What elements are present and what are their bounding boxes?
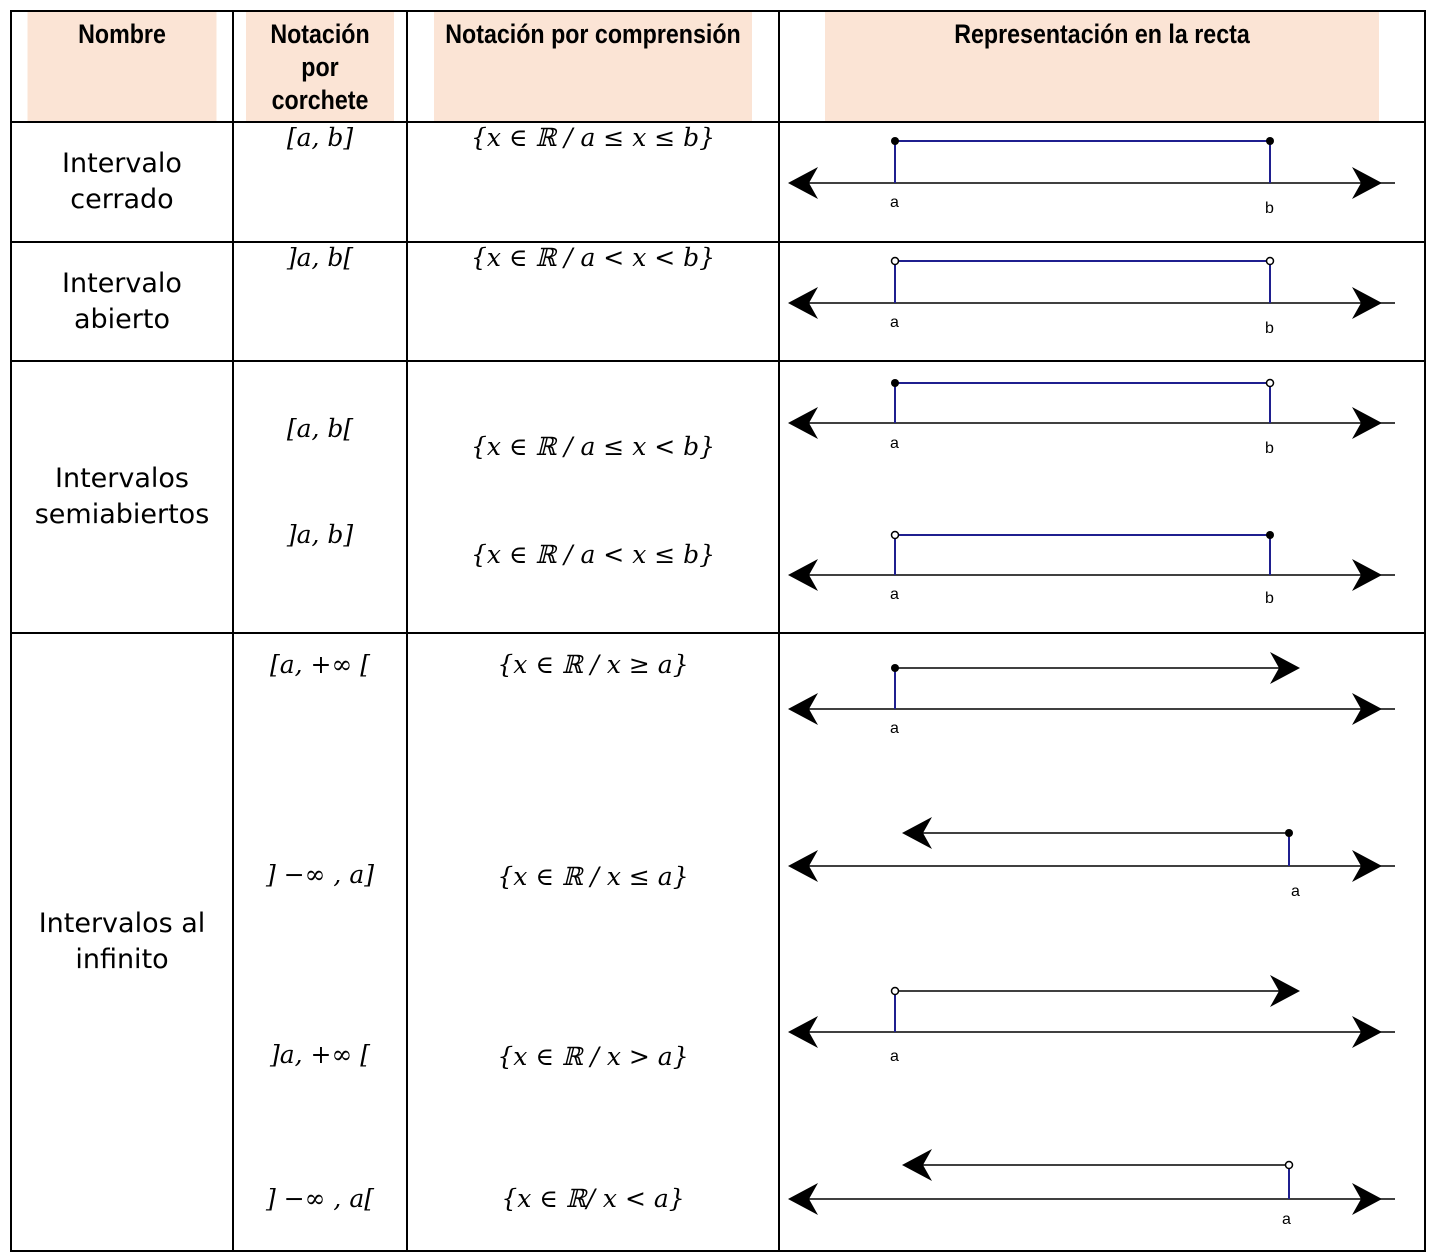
label-b: b bbox=[1265, 200, 1274, 217]
open-endpoint-b bbox=[1265, 256, 1275, 266]
set-half-open-1: {x ∈ ℝ / a ≤ x < b} bbox=[470, 432, 716, 461]
header-name: Nombre bbox=[25, 10, 219, 123]
axis bbox=[788, 1183, 1395, 1215]
set-infinite-4: {x ∈ ℝ/ x < a} bbox=[501, 1184, 685, 1213]
bracket-infinite-1: [a, +∞ [ bbox=[269, 650, 371, 679]
name-closed: Intervalo cerrado bbox=[10, 121, 234, 243]
header-line-representation: Representación en la recta bbox=[823, 10, 1381, 123]
label-a: a bbox=[890, 194, 899, 211]
bracket-infinite-4: ] −∞ , a[ bbox=[266, 1184, 374, 1213]
axis bbox=[788, 167, 1395, 199]
set-infinite-3: {x ∈ ℝ / x > a} bbox=[497, 1042, 689, 1071]
line-cell-open: a b bbox=[778, 241, 1426, 362]
label-b: b bbox=[1265, 320, 1274, 337]
axis bbox=[788, 559, 1395, 591]
axis bbox=[788, 287, 1395, 319]
bracket-closed: [a, b] bbox=[232, 121, 408, 243]
bracket-infinite-3: ]a, +∞ [ bbox=[269, 1040, 371, 1069]
set-half-open-2: {x ∈ ℝ / a < x ≤ b} bbox=[470, 540, 716, 569]
open-endpoint-a bbox=[890, 530, 900, 540]
open-endpoint-a bbox=[890, 986, 900, 996]
number-lines-half-open: a b a b bbox=[788, 378, 1395, 607]
arrow-right-icon bbox=[1270, 975, 1300, 1007]
set-open: {x ∈ ℝ / a < x < b} bbox=[406, 241, 780, 362]
name-half-open: Intervalos semiabiertos bbox=[10, 360, 234, 634]
row-closed-interval: Intervalo cerrado [a, b] {x ∈ ℝ / a ≤ x … bbox=[10, 121, 1426, 243]
name-open: Intervalo abierto bbox=[10, 241, 234, 362]
label-a: a bbox=[890, 720, 899, 737]
label-a: a bbox=[890, 314, 899, 331]
open-endpoint-a bbox=[1284, 1160, 1294, 1170]
header-bracket-notation: Notación por corchete bbox=[244, 10, 396, 123]
arrow-left-icon bbox=[902, 1149, 932, 1181]
set-half-open-cell: {x ∈ ℝ / a ≤ x < b} {x ∈ ℝ / a < x ≤ b} bbox=[406, 360, 780, 634]
set-infinite-1: {x ∈ ℝ / x ≥ a} bbox=[497, 650, 689, 679]
open-endpoint-b bbox=[1265, 378, 1275, 388]
axis bbox=[788, 693, 1395, 725]
row-half-open-intervals: Intervalos semiabiertos [a, b[ ]a, b] {x… bbox=[10, 360, 1426, 634]
arrow-left-icon bbox=[902, 817, 932, 849]
axis bbox=[788, 407, 1395, 439]
set-infinite-2: {x ∈ ℝ / x ≤ a} bbox=[497, 862, 689, 891]
label-b: b bbox=[1265, 440, 1274, 457]
header-row: Nombre Notación por corchete Notación po… bbox=[11, 10, 1425, 123]
bracket-open: ]a, b[ bbox=[232, 241, 408, 362]
bracket-infinite-cell: [a, +∞ [ ] −∞ , a] ]a, +∞ [ ] −∞ , a[ bbox=[232, 632, 408, 1252]
closed-endpoint-a bbox=[891, 379, 899, 387]
arrow-right-icon bbox=[1270, 652, 1300, 684]
number-lines-infinite: a a a a bbox=[788, 652, 1395, 1228]
bracket-half-open-1: [a, b[ bbox=[286, 414, 354, 443]
line-cell-infinite: a a a a bbox=[778, 632, 1426, 1252]
label-a: a bbox=[890, 435, 899, 452]
line-cell-closed: a b bbox=[778, 121, 1426, 243]
number-line-open: a b bbox=[788, 256, 1395, 337]
label-a: a bbox=[1291, 883, 1300, 900]
bracket-half-open-cell: [a, b[ ]a, b] bbox=[232, 360, 408, 634]
closed-endpoint-a bbox=[891, 664, 899, 672]
closed-endpoint-b bbox=[1266, 137, 1274, 145]
label-a: a bbox=[890, 586, 899, 603]
closed-endpoint-b bbox=[1266, 531, 1274, 539]
label-a: a bbox=[1282, 1211, 1291, 1228]
header-comprehension-notation: Notación por comprensión bbox=[432, 10, 754, 123]
line-cell-half-open: a b a b bbox=[778, 360, 1426, 634]
axis bbox=[788, 1016, 1395, 1048]
set-closed: {x ∈ ℝ / a ≤ x ≤ b} bbox=[406, 121, 780, 243]
closed-endpoint-a bbox=[891, 137, 899, 145]
row-infinite-intervals: Intervalos al infinito [a, +∞ [ ] −∞ , a… bbox=[10, 632, 1426, 1252]
label-b: b bbox=[1265, 590, 1274, 607]
axis bbox=[788, 850, 1395, 882]
closed-endpoint-a bbox=[1285, 829, 1293, 837]
bracket-infinite-2: ] −∞ , a] bbox=[266, 860, 374, 889]
row-open-interval: Intervalo abierto ]a, b[ {x ∈ ℝ / a < x … bbox=[10, 241, 1426, 362]
number-line-closed: a b bbox=[788, 137, 1395, 217]
label-a: a bbox=[890, 1048, 899, 1065]
bracket-half-open-2: ]a, b] bbox=[286, 520, 354, 549]
intervals-table: Nombre Notación por corchete Notación po… bbox=[10, 10, 1426, 1252]
open-endpoint-a bbox=[890, 256, 900, 266]
name-infinite: Intervalos al infinito bbox=[10, 632, 234, 1252]
set-infinite-cell: {x ∈ ℝ / x ≥ a} {x ∈ ℝ / x ≤ a} {x ∈ ℝ /… bbox=[406, 632, 780, 1252]
